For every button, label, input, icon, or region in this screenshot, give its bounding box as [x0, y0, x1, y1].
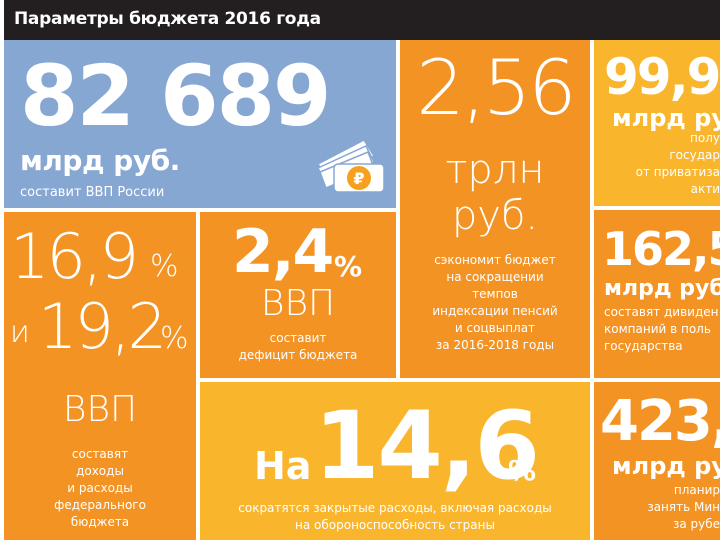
- expense-number: 19,2: [38, 290, 167, 363]
- caption-line: бюджета: [70, 515, 130, 529]
- caption-line: федерального: [54, 498, 146, 512]
- caption-line: занять Мин: [647, 500, 720, 514]
- borrowing-number: 423,: [600, 389, 720, 454]
- caption-line: за рубе: [672, 517, 720, 531]
- income-number: 16,9: [10, 220, 139, 293]
- deficit-percent: %: [334, 250, 363, 283]
- savings-unit-line2: руб.: [451, 193, 539, 239]
- caption-line: составят: [71, 447, 129, 461]
- caption-line: государства: [604, 339, 683, 353]
- borrowing-tile: 423, млрд руб планир занять Мин за рубе: [594, 382, 720, 540]
- caption-line: сократятся закрытые расходы, включая рас…: [238, 501, 552, 515]
- caption-line: темпов: [472, 287, 518, 301]
- page-title: Параметры бюджета 2016 года: [14, 9, 321, 29]
- caption-line: на обороноспособность страны: [295, 518, 495, 532]
- savings-caption: сэкономит бюджет на сокращении темпов ин…: [400, 252, 590, 354]
- borrowing-unit: млрд руб: [612, 452, 720, 480]
- ruble-banknotes-icon: ₽: [312, 134, 392, 200]
- caption-line: индексации пенсий: [432, 304, 558, 318]
- caption-line: составит: [269, 331, 327, 345]
- closed-prefix: На: [254, 444, 312, 488]
- income-caption: составят доходы и расходы федерального б…: [4, 446, 196, 531]
- closed-caption: сократятся закрытые расходы, включая рас…: [200, 500, 590, 534]
- closed-expenses-tile: На 14,6 % сократятся закрытые расходы, в…: [200, 382, 590, 540]
- caption-line: и соцвыплат: [454, 321, 536, 335]
- dividends-number: 162,5: [602, 222, 720, 276]
- caption-line: сэкономит бюджет: [434, 253, 556, 267]
- caption-line: от приватиза: [635, 165, 720, 179]
- income-percent: %: [150, 249, 179, 284]
- caption-line: на сокращении: [446, 270, 544, 284]
- caption-line: доходы: [76, 464, 124, 478]
- dividends-caption: составят дивиден компаний в поль государ…: [604, 304, 718, 355]
- dividends-unit: млрд руб: [604, 276, 720, 301]
- caption-line: за 2016-2018 годы: [435, 338, 555, 352]
- gdp-tile: 82 689 млрд руб. составит ВВП России ₽: [4, 40, 396, 208]
- privatization-number: 99,9: [604, 48, 720, 106]
- caption-line: акти: [690, 182, 720, 196]
- caption-line: полу: [690, 131, 720, 145]
- caption-line: и расходы: [67, 481, 133, 495]
- income-conjunction: и: [10, 315, 30, 350]
- gdp-unit: млрд руб.: [20, 144, 180, 177]
- deficit-number: 2,4: [232, 217, 334, 287]
- dividends-tile: 162,5 млрд руб составят дивиден компаний…: [594, 210, 720, 378]
- caption-line: составят дивиден: [604, 305, 719, 319]
- savings-tile: 2,56 трлн руб. сэкономит бюджет на сокра…: [400, 40, 590, 378]
- caption-line: государ: [669, 148, 720, 162]
- gdp-caption: составит ВВП России: [20, 185, 165, 200]
- gdp-number: 82 689: [20, 47, 331, 145]
- privatization-caption: полу государ от приватиза акти: [594, 130, 720, 198]
- caption-line: компаний в поль: [604, 322, 711, 336]
- header-bar: Параметры бюджета 2016 года: [4, 0, 720, 40]
- savings-number: 2,56: [416, 43, 576, 132]
- income-expense-tile: 16,9 % и 19,2 % ВВП составят доходы и ра…: [4, 212, 196, 540]
- expense-percent: %: [160, 321, 189, 356]
- deficit-tile: 2,4 % ВВП составит дефицит бюджета: [200, 212, 396, 378]
- deficit-unit: ВВП: [260, 283, 336, 324]
- borrowing-caption: планир занять Мин за рубе: [594, 482, 720, 533]
- privatization-unit: млрд ру: [612, 104, 720, 132]
- income-unit: ВВП: [62, 389, 138, 430]
- svg-text:₽: ₽: [353, 169, 364, 188]
- savings-unit-line1: трлн: [445, 147, 545, 193]
- closed-number: 14,6: [314, 392, 540, 501]
- deficit-caption: составит дефицит бюджета: [200, 330, 396, 364]
- caption-line: планир: [673, 483, 720, 497]
- privatization-tile: 99,9 млрд ру полу государ от приватиза а…: [594, 40, 720, 206]
- closed-percent: %: [508, 454, 537, 487]
- caption-line: дефицит бюджета: [238, 348, 358, 362]
